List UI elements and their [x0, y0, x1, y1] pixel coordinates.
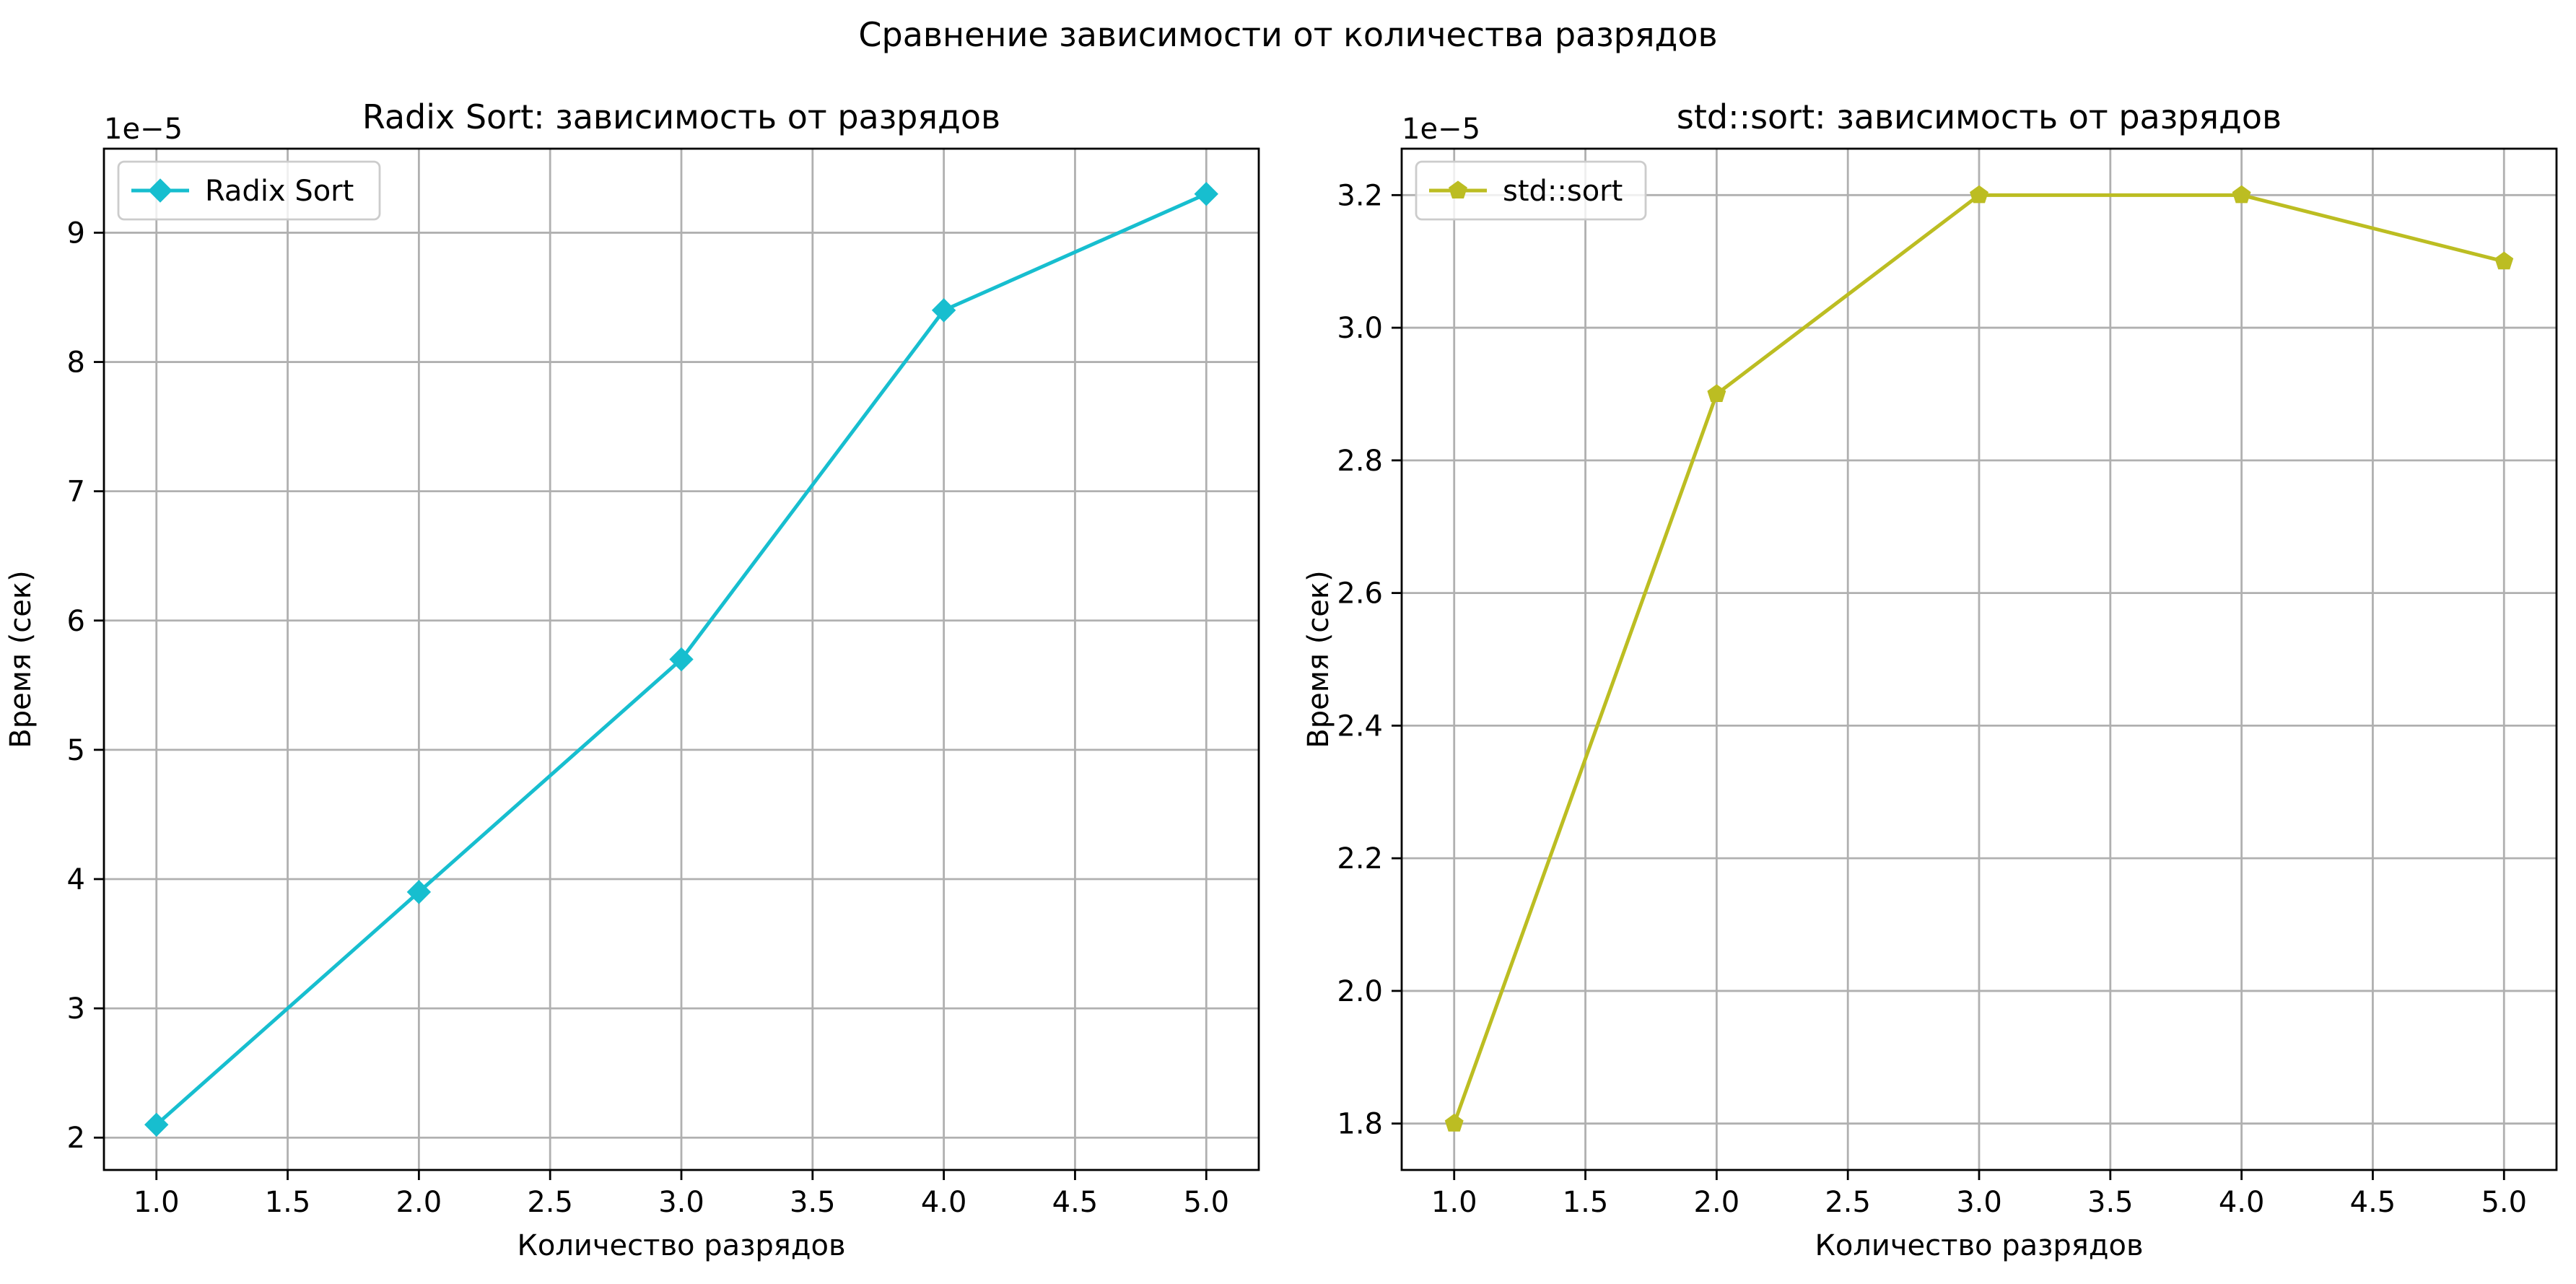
x-axis-label: Количество разрядов: [1815, 1229, 2143, 1262]
subplot-2: 1.0 1.5 2.0 2.5 3.0 3.5 4.0 4.5 5.0 1.8 2.0 2.2 2.4 2…: [1302, 97, 2558, 1262]
x-tick-label: 5.0: [2481, 1186, 2527, 1219]
legend-marker: [1449, 180, 1467, 199]
legend: Radix Sort: [117, 160, 381, 221]
data-point: [1444, 1114, 1464, 1132]
x-tick-label: 2.0: [1694, 1186, 1740, 1219]
x-axis-ticks: 1.0 1.5 2.0 2.5 3.0 3.5 4.0 4.5 5.0: [1431, 1170, 2527, 1219]
legend: std::sort: [1415, 160, 1647, 221]
y-tick-label: 2.0: [1337, 975, 1383, 1008]
y-axis-ticks: 1.8 2.0 2.2 2.4 2.6 2.8 3.0 3.2: [1337, 179, 1402, 1141]
series-1: [144, 181, 1218, 1137]
legend-box: [1415, 160, 1647, 221]
data-point: [144, 1112, 169, 1137]
x-tick-label: 4.5: [2350, 1186, 2396, 1219]
subplot-title: Radix Sort: зависимость от разрядов: [362, 97, 1000, 136]
x-axis-label: Количество разрядов: [517, 1229, 845, 1262]
y-tick-label: 2.8: [1337, 445, 1383, 478]
y-tick-label: 6: [67, 605, 85, 638]
data-point: [931, 298, 956, 323]
y-offset-label: 1e−5: [104, 113, 183, 146]
figure-suptitle: Сравнение зависимости от количества разр…: [858, 15, 1717, 54]
plots-container: 1.0 1.5 2.0 2.5 3.0 3.5 4.0 4.5 5.0 2 3 4 5 6 7 8 9 1e−5 R…: [4, 97, 2558, 1262]
data-point: [2494, 251, 2514, 270]
x-tick-label: 4.0: [2219, 1186, 2265, 1219]
data-point: [1970, 185, 1988, 204]
legend-box: [117, 160, 381, 221]
y-axis-label: Время (сек): [1302, 570, 1335, 748]
x-tick-label: 1.5: [265, 1186, 311, 1219]
x-tick-label: 2.5: [527, 1186, 573, 1219]
x-tick-label: 1.0: [1431, 1186, 1477, 1219]
series-1: [1444, 185, 2514, 1132]
x-tick-label: 1.5: [1563, 1186, 1609, 1219]
y-tick-label: 4: [67, 863, 85, 896]
y-tick-label: 7: [67, 476, 85, 509]
x-tick-label: 1.0: [134, 1186, 180, 1219]
x-tick-label: 4.5: [1052, 1186, 1099, 1219]
x-tick-label: 3.0: [1956, 1186, 2002, 1219]
legend-marker: [148, 178, 173, 203]
y-tick-label: 2.2: [1337, 842, 1383, 875]
y-axis-label: Время (сек): [4, 570, 38, 748]
y-tick-label: 2.4: [1337, 709, 1383, 743]
y-tick-label: 2.6: [1337, 577, 1383, 611]
x-axis-ticks: 1.0 1.5 2.0 2.5 3.0 3.5 4.0 4.5 5.0: [134, 1170, 1229, 1219]
data-point: [669, 647, 694, 672]
y-tick-label: 1.8: [1337, 1108, 1383, 1141]
grid-lines: [104, 149, 1259, 1170]
y-tick-label: 9: [67, 217, 85, 250]
x-tick-label: 3.0: [658, 1186, 704, 1219]
data-point: [1707, 384, 1726, 402]
y-axis-ticks: 2 3 4 5 6 7 8 9: [67, 217, 104, 1155]
subplot-1: 1.0 1.5 2.0 2.5 3.0 3.5 4.0 4.5 5.0 2 3 4 5 6 7 8 9 1e−5 R…: [4, 97, 1260, 1262]
x-tick-label: 5.0: [1183, 1186, 1229, 1219]
y-tick-label: 5: [67, 734, 85, 767]
x-tick-label: 4.0: [921, 1186, 967, 1219]
x-tick-label: 2.5: [1825, 1186, 1871, 1219]
y-offset-label: 1e−5: [1402, 113, 1480, 146]
legend-label: Radix Sort: [205, 175, 354, 208]
x-tick-label: 3.5: [2087, 1186, 2134, 1219]
data-point: [406, 880, 432, 904]
subplot-title: std::sort: зависимость от разрядов: [1677, 97, 2282, 136]
x-tick-label: 2.0: [396, 1186, 442, 1219]
data-point: [2232, 185, 2251, 204]
y-tick-label: 2: [67, 1122, 85, 1155]
y-tick-label: 3.0: [1337, 312, 1383, 345]
x-tick-label: 3.5: [790, 1186, 836, 1219]
y-tick-label: 3: [67, 992, 85, 1026]
legend-label: std::sort: [1503, 175, 1623, 208]
grid-lines: [1402, 149, 2557, 1170]
data-point: [1194, 181, 1218, 206]
y-tick-label: 8: [67, 346, 85, 380]
y-tick-label: 3.2: [1337, 179, 1383, 212]
